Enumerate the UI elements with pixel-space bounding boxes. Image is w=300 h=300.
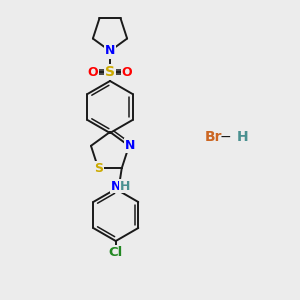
Text: H: H: [237, 130, 249, 144]
Text: S: S: [94, 162, 103, 175]
Text: Br: Br: [205, 130, 223, 144]
Text: S: S: [105, 65, 115, 79]
Text: N: N: [111, 180, 121, 193]
Text: Cl: Cl: [109, 247, 123, 260]
Text: N: N: [125, 139, 135, 152]
Text: N: N: [105, 44, 115, 58]
Text: O: O: [88, 65, 98, 79]
Text: H: H: [120, 180, 130, 193]
Text: O: O: [122, 65, 132, 79]
Text: −: −: [219, 130, 231, 144]
